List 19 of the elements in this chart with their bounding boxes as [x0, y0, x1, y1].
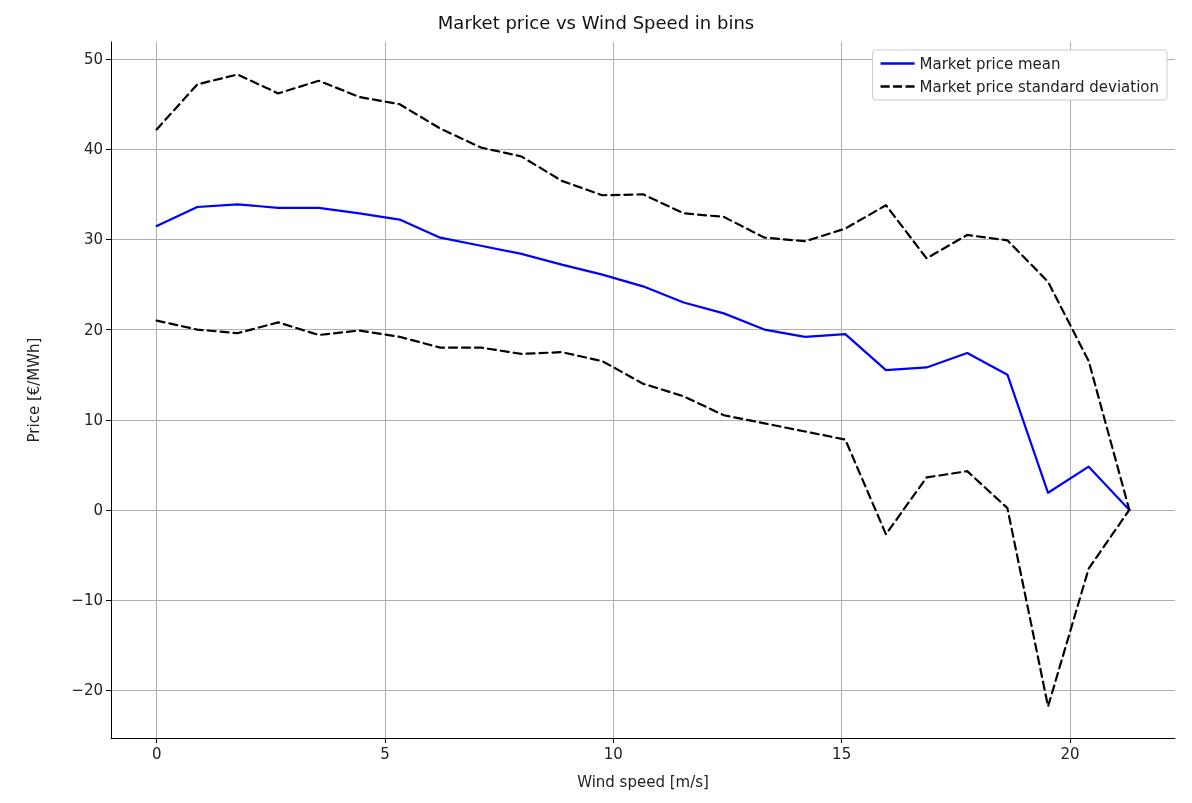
y-tick-label: −20: [71, 681, 103, 700]
chart-title: Market price vs Wind Speed in bins: [437, 11, 755, 33]
y-tick-label: 50: [83, 50, 103, 69]
x-tick-label: 10: [603, 744, 623, 763]
line-series: [155, 203, 1131, 512]
y-tick-label: −10: [71, 591, 103, 610]
y-tick-label: 10: [83, 410, 103, 429]
y-tick-label: 0: [93, 500, 103, 519]
legend-label: Market price mean: [919, 54, 1061, 73]
x-tick-label: 15: [832, 744, 852, 763]
x-tick-label: 20: [1060, 744, 1080, 763]
y-tick-label: 20: [83, 320, 103, 339]
x-axis-title: Wind speed [m/s]: [577, 772, 709, 791]
x-tick-label: 5: [380, 744, 390, 763]
x-tick-label: 0: [151, 744, 162, 763]
y-tick-label: 30: [83, 230, 103, 249]
legend-label: Market price standard deviation: [919, 77, 1159, 96]
y-axis-title: Price [€/MWh]: [24, 337, 43, 443]
y-tick-label: 40: [83, 140, 103, 159]
